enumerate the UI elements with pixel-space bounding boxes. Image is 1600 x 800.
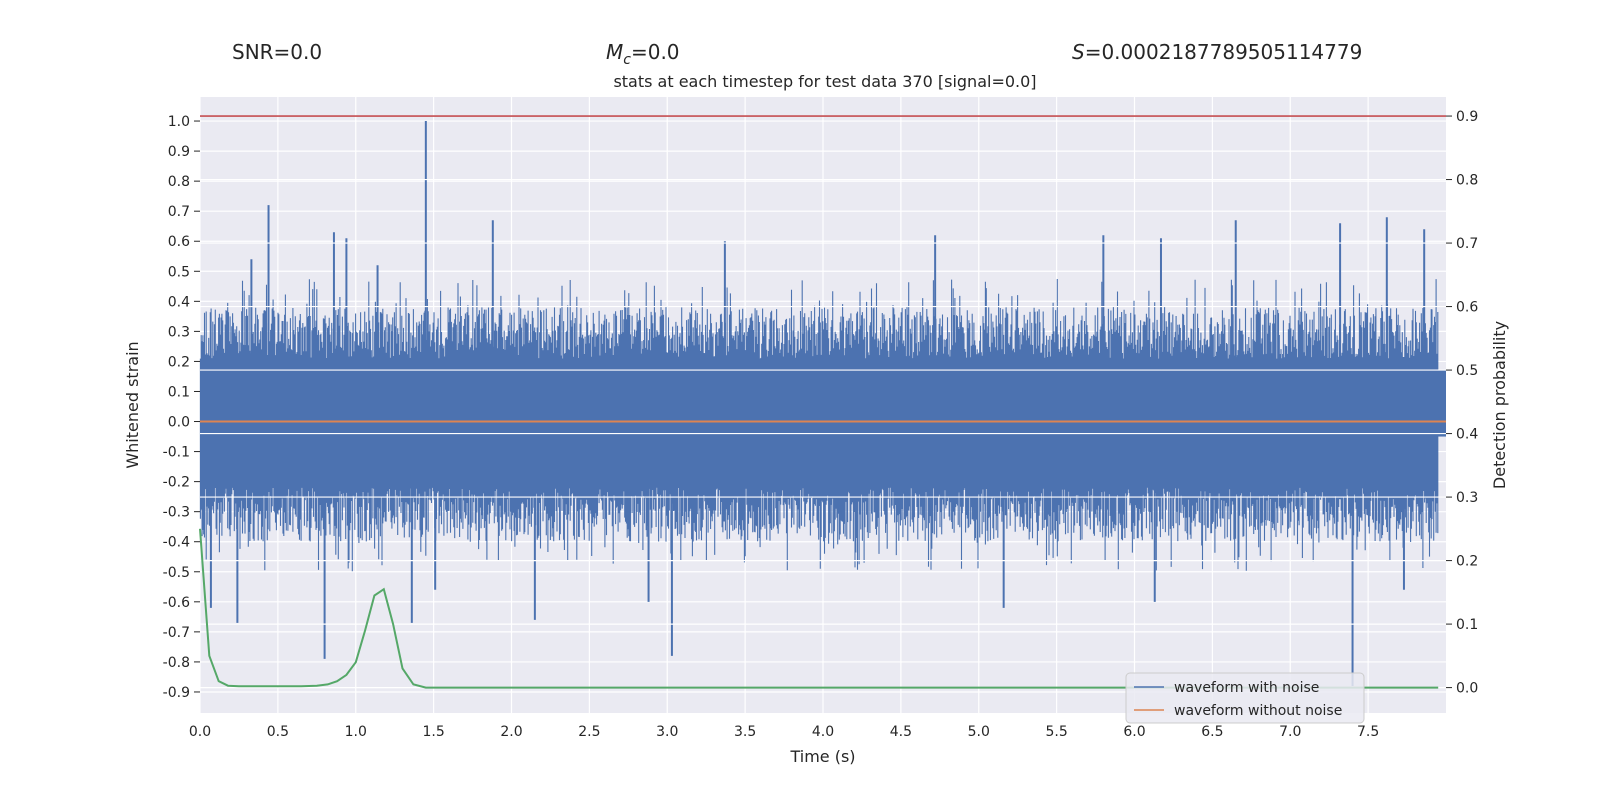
legend-label-without-noise: waveform without noise: [1174, 703, 1342, 719]
legend-label-with-noise: waveform with noise: [1174, 680, 1319, 696]
y-tick-label-right: 0.9: [1456, 109, 1478, 125]
y-tick-label-left: 1.0: [168, 114, 190, 130]
y-tick-label-left: 0.8: [168, 174, 190, 190]
x-tick-label: 0.5: [267, 724, 289, 740]
chirp-mass-label: Mc=0.0: [606, 40, 680, 68]
x-tick-label: 5.5: [1045, 724, 1067, 740]
y-tick-label-left: -0.6: [163, 595, 190, 611]
x-tick-label: 7.5: [1357, 724, 1379, 740]
x-axis-label: Time (s): [789, 747, 855, 766]
mc-symbol: M: [606, 40, 624, 64]
y-tick-label-left: -0.2: [163, 475, 190, 491]
series-waveform-with-noise: [199, 115, 1446, 689]
x-tick-label: 0.0: [189, 724, 211, 740]
x-tick-label: 4.5: [890, 724, 912, 740]
x-tick-label: 7.0: [1279, 724, 1301, 740]
y-tick-label-left: 0.9: [168, 144, 190, 160]
y-tick-label-left: -0.3: [163, 505, 190, 521]
x-tick-label: 1.5: [422, 724, 444, 740]
legend-box: [1125, 672, 1365, 724]
series-lines: [199, 115, 1446, 689]
legend: waveform with noise waveform without noi…: [1125, 672, 1365, 724]
s-symbol: S: [1072, 40, 1085, 64]
x-tick-label: 3.5: [734, 724, 756, 740]
y-tick-label-left: -0.4: [163, 535, 190, 551]
mc-subscript: c: [623, 52, 631, 68]
x-tick-label: 1.0: [345, 724, 367, 740]
snr-label: SNR=0.0: [232, 40, 323, 64]
x-tick-label: 3.0: [656, 724, 678, 740]
y-tick-label-left: -0.9: [163, 685, 190, 701]
y-tick-label-right: 0.4: [1456, 427, 1478, 443]
y-tick-label-left: -0.8: [163, 655, 190, 671]
y-tick-label-right: 0.0: [1456, 681, 1478, 697]
y-tick-label-left: 0.4: [168, 294, 190, 310]
y-tick-label-left: 0.6: [168, 234, 190, 250]
detection-probability-line: [199, 528, 1439, 689]
y-tick-label-right: 0.2: [1456, 554, 1478, 570]
x-tick-label: 2.0: [500, 724, 522, 740]
mc-value: =0.0: [630, 40, 680, 64]
axis-ticks: 0.0 0.5 1.0 1.5 2.0 2.5 3.0 3.5 4.0 4.5 5.0 5.5 6.0 6…: [163, 109, 1479, 740]
s-stat-label: S=0.0002187789505114779: [1072, 40, 1362, 64]
y-tick-label-left: -0.1: [163, 445, 190, 461]
y-tick-label-right: 0.6: [1456, 300, 1478, 316]
s-value: =0.0002187789505114779: [1084, 40, 1363, 64]
y-tick-label-right: 0.1: [1456, 617, 1478, 633]
y-tick-label-left: -0.5: [163, 565, 190, 581]
y-tick-label-right: 0.8: [1456, 173, 1478, 189]
y-axis-label-right: Detection probability: [1490, 321, 1509, 489]
y-tick-label-left: 0.2: [168, 354, 190, 370]
x-tick-label: 4.0: [812, 724, 834, 740]
x-tick-label: 5.0: [968, 724, 990, 740]
x-tick-label: 6.0: [1123, 724, 1145, 740]
y-tick-label-left: 0.0: [168, 415, 190, 431]
y-tick-label-left: 0.3: [168, 324, 190, 340]
waveform-core-band: [200, 370, 1446, 437]
y-tick-label-right: 0.7: [1456, 236, 1478, 252]
y-tick-label-right: 0.5: [1456, 363, 1478, 379]
y-tick-label-left: -0.7: [163, 625, 190, 641]
y-tick-label-right: 0.3: [1456, 490, 1478, 506]
y-tick-label-left: 0.5: [168, 264, 190, 280]
y-tick-label-left: 0.7: [168, 204, 190, 220]
y-axis-label-left: Whitened strain: [123, 341, 142, 468]
chart-title: stats at each timestep for test data 370…: [613, 72, 1037, 91]
x-tick-label: 6.5: [1201, 724, 1223, 740]
y-tick-label-left: 0.1: [168, 384, 190, 400]
x-tick-label: 2.5: [578, 724, 600, 740]
